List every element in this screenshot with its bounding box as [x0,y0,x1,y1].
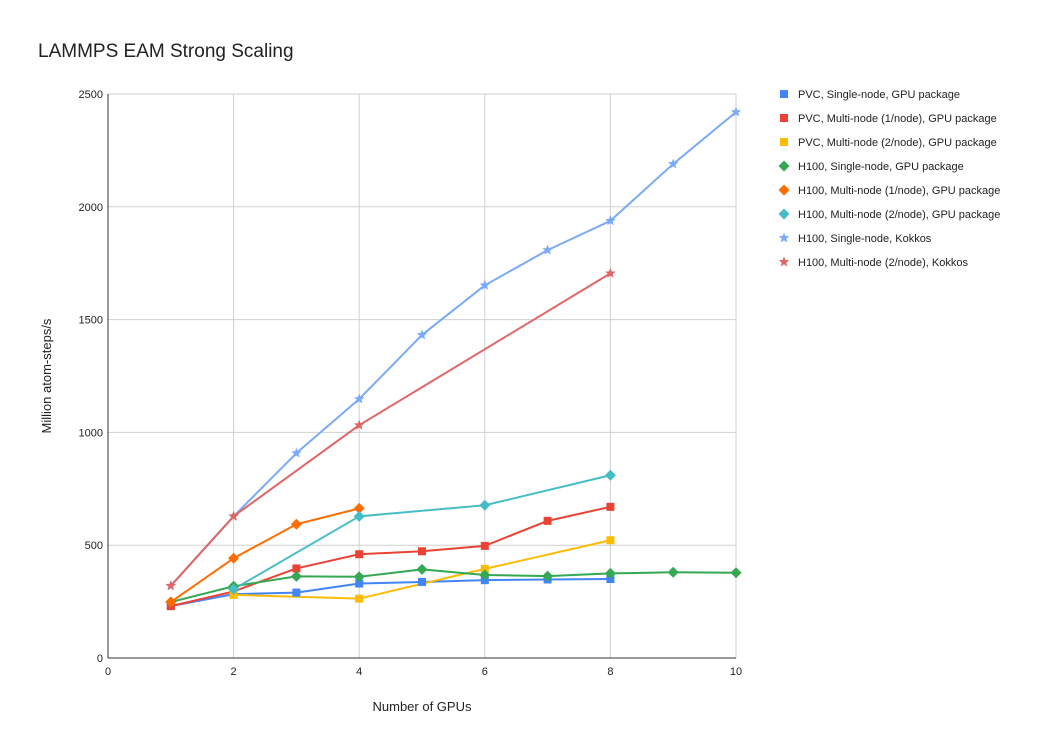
data-point-s6-5 [479,279,491,290]
data-point-s2-0 [229,590,238,599]
y-axis-label: Million atom-steps/s [39,318,54,433]
data-point-s3-8 [667,566,679,578]
data-point-s5-1 [353,510,365,522]
legend-item: H100, Single-node, Kokkos [778,232,932,245]
data-point-s2-1 [355,594,364,603]
data-point-s3-3 [353,571,365,583]
series-line-4 [170,507,360,603]
data-point-s2-2 [480,564,489,573]
legend-label: H100, Single-node, Kokkos [798,233,932,245]
data-point-s6-2 [291,447,302,458]
data-point-s3-5 [479,569,491,581]
data-point-s0-3 [355,579,364,588]
series-line-7 [170,272,611,587]
data-point-s3-6 [542,570,554,582]
x-tick-label: 2 [231,666,237,678]
series-line-6 [170,111,737,587]
axes: 0 500 1000 1500 2000 2500 0 2 4 6 8 10 [79,89,743,678]
data-point-s7-1 [228,510,239,521]
legend-item: PVC, Single-node, GPU package [780,89,960,101]
legend-label: PVC, Single-node, GPU package [798,89,960,101]
legend-marker [778,208,790,220]
data-point-s0-2 [292,588,301,597]
legend-marker [778,160,790,172]
data-point-s0-7 [606,575,615,584]
y-tick-label: 1000 [79,427,103,439]
legend: PVC, Single-node, GPU package PVC, Multi-… [778,89,1000,269]
data-point-s5-2 [479,499,491,511]
data-point-s1-3 [355,550,364,559]
legend-item: PVC, Multi-node (1/node), GPU package [780,113,997,125]
legend-item: H100, Multi-node (2/node), Kokkos [778,256,968,269]
x-tick-label: 4 [356,666,362,678]
data-point-s1-2 [292,564,301,573]
data-point-s3-9 [730,567,742,579]
y-tick-label: 0 [97,653,103,665]
legend-marker [780,138,788,146]
data-point-s7-0 [165,580,177,591]
data-point-s5-3 [604,469,616,481]
data-point-s2-3 [606,536,615,545]
y-tick-label: 1500 [79,315,103,327]
data-point-s4-0 [165,596,177,608]
legend-label: H100, Multi-node (2/node), Kokkos [798,257,968,269]
data-point-s4-2 [290,518,302,530]
legend-marker [778,184,790,196]
legend-label: PVC, Multi-node (2/node), GPU package [798,137,997,149]
x-tick-label: 10 [730,666,742,678]
legend-label: H100, Multi-node (1/node), GPU package [798,185,1000,197]
x-tick-label: 0 [105,666,111,678]
legend-label: H100, Single-node, GPU package [798,161,964,173]
series-line-0 [170,578,611,608]
legend-marker [780,114,788,122]
data-point-s3-2 [290,570,302,582]
legend-item: H100, Multi-node (1/node), GPU package [778,184,1000,197]
data-point-s3-7 [604,567,616,579]
legend-marker [780,90,788,98]
grid [108,93,737,658]
x-tick-label: 8 [607,666,613,678]
data-point-s6-6 [542,244,553,255]
legend-marker [778,232,790,243]
data-point-s3-4 [416,563,428,575]
legend-marker [778,256,790,267]
data-point-s6-3 [353,393,365,404]
data-point-s4-3 [353,502,365,514]
data-point-s6-4 [416,329,428,340]
data-point-s0-4 [418,577,426,586]
data-point-s5-0 [228,583,240,595]
legend-label: PVC, Multi-node (1/node), GPU package [798,113,997,125]
data-point-s4-1 [228,552,240,564]
data-point-s7-3 [605,267,616,278]
data-point-s1-7 [606,502,615,511]
legend-label: H100, Multi-node (2/node), GPU package [798,209,1000,221]
data-point-s6-8 [667,158,679,169]
y-tick-label: 2500 [79,89,103,101]
series-markers [165,106,742,611]
data-point-s6-9 [730,106,742,117]
series-line-5 [233,474,611,591]
data-point-s7-2 [353,419,365,430]
y-tick-label: 2000 [79,202,103,214]
data-point-s1-5 [480,541,489,550]
x-tick-label: 6 [482,666,488,678]
data-point-s6-7 [605,215,616,226]
series-lines [170,111,737,608]
series-line-3 [170,568,737,604]
data-point-s1-6 [543,516,552,525]
legend-item: H100, Single-node, GPU package [778,160,964,173]
y-tick-label: 500 [85,540,103,552]
legend-item: H100, Multi-node (2/node), GPU package [778,208,1000,221]
legend-item: PVC, Multi-node (2/node), GPU package [780,137,997,149]
x-axis-label: Number of GPUs [373,699,472,714]
series-line-1 [170,505,611,608]
chart-title: LAMMPS EAM Strong Scaling [38,41,294,62]
data-point-s1-4 [418,547,426,556]
